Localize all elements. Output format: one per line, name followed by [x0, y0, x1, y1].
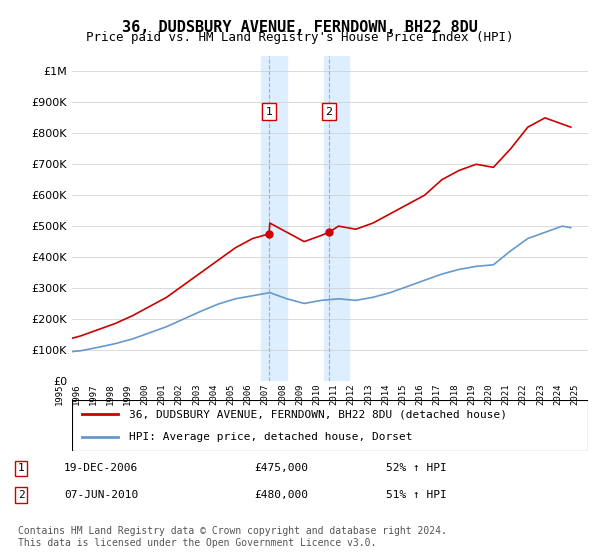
Text: 1996: 1996: [71, 384, 80, 405]
Text: 2022: 2022: [519, 384, 528, 405]
Text: 2023: 2023: [536, 384, 545, 405]
Bar: [261, 56, 287, 381]
Text: 2024: 2024: [553, 384, 562, 405]
Text: 1997: 1997: [89, 384, 98, 405]
Text: 2: 2: [325, 107, 332, 116]
Text: 2012: 2012: [347, 384, 356, 405]
Text: 2: 2: [18, 490, 25, 500]
Text: £475,000: £475,000: [254, 463, 308, 473]
Text: 2025: 2025: [571, 384, 580, 405]
Text: 1999: 1999: [123, 384, 132, 405]
Text: Contains HM Land Registry data © Crown copyright and database right 2024.
This d: Contains HM Land Registry data © Crown c…: [18, 526, 447, 548]
Text: 2018: 2018: [450, 384, 459, 405]
Text: 2010: 2010: [313, 384, 322, 405]
Text: 2004: 2004: [209, 384, 218, 405]
Text: 2001: 2001: [158, 384, 167, 405]
Text: 2014: 2014: [381, 384, 390, 405]
Text: 2020: 2020: [484, 384, 493, 405]
Text: 36, DUDSBURY AVENUE, FERNDOWN, BH22 8DU: 36, DUDSBURY AVENUE, FERNDOWN, BH22 8DU: [122, 20, 478, 35]
Text: 2006: 2006: [244, 384, 253, 405]
Text: 07-JUN-2010: 07-JUN-2010: [64, 490, 138, 500]
Text: 2013: 2013: [364, 384, 373, 405]
Text: 51% ↑ HPI: 51% ↑ HPI: [386, 490, 447, 500]
Text: 2005: 2005: [226, 384, 235, 405]
Text: HPI: Average price, detached house, Dorset: HPI: Average price, detached house, Dors…: [129, 432, 412, 442]
Text: 2003: 2003: [192, 384, 201, 405]
Text: 2019: 2019: [467, 384, 476, 405]
Text: 1: 1: [18, 463, 25, 473]
Text: 2016: 2016: [416, 384, 425, 405]
Text: 2021: 2021: [502, 384, 511, 405]
Text: 2008: 2008: [278, 384, 287, 405]
Text: 2007: 2007: [261, 384, 270, 405]
Text: 2011: 2011: [329, 384, 338, 405]
Text: 2009: 2009: [295, 384, 304, 405]
Text: 36, DUDSBURY AVENUE, FERNDOWN, BH22 8DU (detached house): 36, DUDSBURY AVENUE, FERNDOWN, BH22 8DU …: [129, 409, 507, 419]
Text: 2000: 2000: [140, 384, 149, 405]
Bar: [323, 56, 349, 381]
Text: 2015: 2015: [398, 384, 407, 405]
Text: 1998: 1998: [106, 384, 115, 405]
Text: 52% ↑ HPI: 52% ↑ HPI: [386, 463, 447, 473]
FancyBboxPatch shape: [72, 400, 588, 451]
Text: 1: 1: [266, 107, 272, 116]
Text: 1995: 1995: [55, 384, 64, 405]
Text: Price paid vs. HM Land Registry's House Price Index (HPI): Price paid vs. HM Land Registry's House …: [86, 31, 514, 44]
Text: £480,000: £480,000: [254, 490, 308, 500]
Text: 2002: 2002: [175, 384, 184, 405]
Text: 19-DEC-2006: 19-DEC-2006: [64, 463, 138, 473]
Text: 2017: 2017: [433, 384, 442, 405]
